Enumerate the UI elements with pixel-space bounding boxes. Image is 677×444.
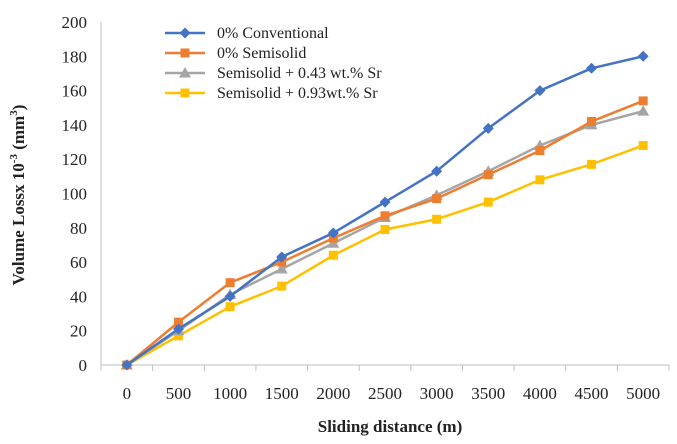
y-tick-label: 120 bbox=[62, 150, 88, 169]
x-tick-label: 0 bbox=[123, 384, 132, 403]
y-axis-title: Volume Lossx 10-3 (mm3) bbox=[8, 105, 28, 286]
legend-label: 0% Conventional bbox=[217, 25, 329, 42]
data-point bbox=[535, 146, 545, 156]
y-tick-label: 40 bbox=[70, 287, 87, 306]
x-tick-label: 1000 bbox=[213, 384, 247, 403]
series-0 bbox=[121, 50, 649, 371]
legend-marker bbox=[179, 27, 191, 39]
series-line bbox=[126, 109, 644, 367]
legend-marker bbox=[180, 88, 190, 98]
data-point bbox=[225, 278, 235, 288]
data-point bbox=[587, 159, 597, 169]
legend-item: Semisolid + 0.93wt.% Sr bbox=[165, 85, 378, 102]
data-point bbox=[586, 62, 598, 74]
y-tick-label: 180 bbox=[62, 47, 88, 66]
legend-label: 0% Semisolid bbox=[217, 45, 306, 62]
x-tick-label: 4500 bbox=[575, 384, 609, 403]
data-point bbox=[483, 197, 493, 207]
x-tick-label: 1500 bbox=[265, 384, 299, 403]
data-point bbox=[121, 359, 133, 371]
x-tick-label: 2500 bbox=[368, 384, 402, 403]
data-point bbox=[327, 227, 339, 239]
data-point bbox=[587, 116, 597, 126]
y-tick-label: 20 bbox=[70, 322, 87, 341]
y-tick-label: 0 bbox=[79, 356, 88, 375]
legend-item: Semisolid + 0.43 wt.% Sr bbox=[165, 65, 382, 82]
data-point bbox=[173, 317, 183, 327]
legend-item: 0% Semisolid bbox=[165, 45, 306, 62]
x-axis-title: Sliding distance (m) bbox=[318, 417, 463, 436]
series-2 bbox=[120, 105, 650, 370]
x-tick-label: 4000 bbox=[523, 384, 557, 403]
legend-marker bbox=[179, 67, 191, 78]
data-point bbox=[172, 323, 184, 335]
x-tick-label: 3000 bbox=[420, 384, 454, 403]
x-tick-label: 5000 bbox=[626, 384, 660, 403]
data-point bbox=[224, 290, 236, 302]
legend-item: 0% Conventional bbox=[165, 25, 329, 42]
series-3 bbox=[122, 140, 648, 370]
data-point bbox=[380, 211, 390, 221]
y-tick-label: 140 bbox=[62, 116, 88, 135]
y-axis-title-unit-open: (mm bbox=[9, 116, 28, 154]
data-point bbox=[275, 262, 288, 274]
data-point bbox=[483, 170, 493, 180]
legend-label: Semisolid + 0.93wt.% Sr bbox=[217, 85, 378, 102]
x-tick-label: 2000 bbox=[316, 384, 350, 403]
data-point bbox=[328, 250, 338, 260]
y-axis-title-main: Volume Lossx 10 bbox=[9, 163, 28, 285]
legend: 0% Conventional 0% Semisolid Semisolid + 0… bbox=[165, 25, 382, 102]
y-tick-label: 160 bbox=[62, 82, 88, 101]
data-point bbox=[534, 85, 546, 97]
data-point bbox=[637, 105, 650, 116]
y-tick-label: 200 bbox=[62, 13, 88, 32]
y-tick-label: 80 bbox=[70, 219, 87, 238]
data-point bbox=[225, 302, 235, 312]
x-tick-label: 500 bbox=[166, 384, 192, 403]
series-layer bbox=[120, 50, 650, 371]
data-point bbox=[638, 96, 648, 106]
x-tick-label: 3500 bbox=[471, 384, 505, 403]
y-tick-label: 60 bbox=[70, 253, 87, 272]
y-axis-title-unit-close: ) bbox=[9, 105, 28, 111]
data-point bbox=[432, 194, 442, 204]
data-point bbox=[637, 50, 649, 62]
data-point bbox=[431, 165, 443, 177]
data-point bbox=[379, 196, 391, 208]
series-line bbox=[126, 144, 644, 367]
data-point bbox=[276, 251, 288, 263]
data-point bbox=[380, 225, 390, 235]
y-tick-label: 100 bbox=[62, 185, 88, 204]
data-point bbox=[482, 122, 494, 134]
data-point bbox=[277, 281, 287, 291]
data-point bbox=[535, 175, 545, 185]
data-point bbox=[173, 331, 183, 341]
y-axis-title-exponent: -3 bbox=[8, 154, 20, 164]
axes bbox=[100, 22, 670, 371]
legend-label: Semisolid + 0.43 wt.% Sr bbox=[217, 65, 382, 82]
data-point bbox=[432, 214, 442, 224]
y-axis-title-unit-exponent: 3 bbox=[8, 110, 20, 116]
data-point bbox=[638, 140, 648, 150]
legend-marker bbox=[180, 48, 190, 58]
series-line bbox=[126, 55, 644, 367]
